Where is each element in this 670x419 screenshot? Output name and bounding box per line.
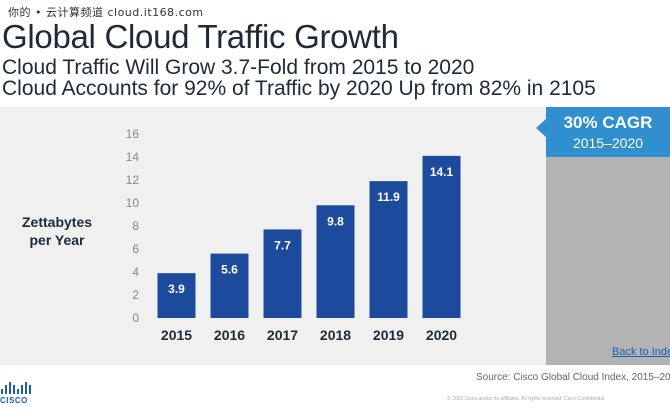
y-tick-label-0: 0 bbox=[132, 311, 139, 325]
x-tick-label-2016: 2016 bbox=[214, 327, 245, 343]
y-axis-label-line-1: Zettabytes bbox=[22, 214, 93, 230]
bar-2018 bbox=[316, 205, 355, 318]
bar-2015 bbox=[157, 273, 196, 318]
cagr-value: 30% CAGR bbox=[563, 113, 653, 132]
y-axis-label: Zettabytes per Year bbox=[22, 213, 92, 249]
page-title: Global Cloud Traffic Growth bbox=[2, 18, 399, 55]
y-tick-label-6: 12 bbox=[126, 173, 140, 187]
y-tick-label-2: 4 bbox=[132, 265, 139, 279]
bar-2020 bbox=[422, 155, 461, 318]
footer bbox=[0, 365, 670, 419]
bar-chart: 0 2 4 6 8 10 12 14 16 3.9 2015 5.6 2016 7.7 2017 9.8 201… bbox=[126, 127, 461, 343]
y-tick-label-5: 10 bbox=[126, 196, 140, 210]
copyright-note: © 2016 Cisco and/or its affiliates. All … bbox=[447, 396, 605, 402]
subtitle-cloud-share: Cloud Accounts for 92% of Traffic by 202… bbox=[2, 77, 596, 100]
data-label-2018: 9.8 bbox=[327, 214, 344, 228]
bar-2017 bbox=[263, 229, 302, 318]
y-tick-label-7: 14 bbox=[126, 150, 140, 164]
data-label-2017: 7.7 bbox=[274, 238, 291, 252]
y-axis-label-line-2: per Year bbox=[29, 232, 85, 248]
x-tick-label-2018: 2018 bbox=[320, 327, 351, 343]
subtitle-traffic-growth: Cloud Traffic Will Grow 3.7-Fold from 20… bbox=[2, 56, 475, 79]
x-tick-label-2019: 2019 bbox=[373, 327, 404, 343]
y-tick-label-3: 6 bbox=[132, 242, 139, 256]
cisco-logo-icon bbox=[1, 382, 31, 394]
data-label-2016: 5.6 bbox=[221, 263, 238, 277]
cisco-logo-text: CISCO bbox=[0, 396, 28, 405]
data-label-2020: 14.1 bbox=[430, 165, 454, 179]
x-tick-label-2020: 2020 bbox=[426, 327, 457, 343]
x-tick-label-2015: 2015 bbox=[161, 327, 192, 343]
watermark-text: 你的 • 云计算频道 cloud.it168.com bbox=[8, 6, 204, 19]
source-note: Source: Cisco Global Cloud Index, 2015–2… bbox=[476, 372, 670, 383]
cagr-callout: 30% CAGR 2015–2020 bbox=[536, 107, 670, 157]
y-tick-label-1: 2 bbox=[132, 288, 139, 302]
x-tick-label-2017: 2017 bbox=[267, 327, 298, 343]
back-to-index-link[interactable]: Back to Index bbox=[612, 346, 670, 358]
y-tick-label-4: 8 bbox=[132, 219, 139, 233]
cagr-range: 2015–2020 bbox=[572, 135, 644, 151]
data-label-2015: 3.9 bbox=[168, 282, 185, 296]
bar-2019 bbox=[369, 181, 408, 318]
y-tick-label-8: 16 bbox=[126, 127, 140, 141]
data-label-2019: 11.9 bbox=[377, 190, 400, 204]
bar-2016 bbox=[210, 253, 249, 318]
